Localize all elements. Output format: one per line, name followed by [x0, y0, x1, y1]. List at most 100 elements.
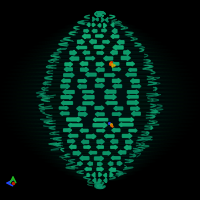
Polygon shape [84, 29, 89, 32]
Polygon shape [61, 101, 72, 105]
Polygon shape [83, 51, 90, 55]
Polygon shape [127, 95, 138, 99]
Polygon shape [119, 118, 134, 122]
Polygon shape [97, 167, 103, 171]
Polygon shape [112, 112, 121, 116]
Polygon shape [113, 78, 121, 83]
Polygon shape [105, 73, 115, 77]
Polygon shape [108, 162, 113, 166]
Polygon shape [100, 184, 103, 188]
Polygon shape [99, 184, 101, 188]
Polygon shape [105, 89, 116, 94]
Polygon shape [87, 173, 90, 177]
Polygon shape [82, 34, 90, 39]
Polygon shape [95, 112, 104, 116]
Polygon shape [61, 84, 70, 89]
Polygon shape [77, 84, 86, 89]
Polygon shape [98, 162, 102, 166]
Polygon shape [93, 178, 96, 183]
Polygon shape [81, 67, 89, 72]
Polygon shape [129, 129, 137, 132]
Point [107, 122, 110, 125]
Polygon shape [103, 40, 110, 44]
Polygon shape [86, 72, 96, 77]
Polygon shape [84, 145, 91, 149]
Polygon shape [129, 68, 136, 72]
Polygon shape [97, 184, 99, 188]
Polygon shape [104, 23, 107, 28]
Polygon shape [124, 145, 131, 150]
Polygon shape [97, 51, 104, 55]
Polygon shape [92, 173, 95, 177]
Polygon shape [127, 62, 134, 66]
Polygon shape [111, 145, 117, 149]
Polygon shape [97, 145, 103, 149]
Polygon shape [117, 40, 124, 44]
Polygon shape [95, 156, 104, 161]
Polygon shape [64, 73, 74, 77]
Polygon shape [111, 34, 119, 38]
Polygon shape [98, 12, 100, 16]
Polygon shape [95, 106, 104, 110]
Polygon shape [111, 50, 117, 55]
Polygon shape [121, 56, 130, 60]
Polygon shape [112, 128, 120, 132]
Polygon shape [132, 85, 141, 88]
Polygon shape [86, 134, 96, 139]
Polygon shape [104, 134, 114, 138]
Polygon shape [68, 134, 78, 138]
Point [112, 64, 115, 67]
Polygon shape [79, 112, 87, 116]
Polygon shape [106, 101, 117, 105]
Polygon shape [62, 79, 70, 83]
Polygon shape [131, 107, 140, 111]
Point [110, 62, 113, 65]
Polygon shape [113, 68, 121, 71]
Polygon shape [81, 140, 89, 144]
Polygon shape [131, 79, 139, 83]
Polygon shape [67, 117, 81, 122]
Polygon shape [104, 56, 113, 61]
Polygon shape [80, 61, 88, 66]
Polygon shape [80, 129, 88, 132]
Polygon shape [80, 156, 89, 160]
Polygon shape [87, 23, 90, 26]
Polygon shape [88, 162, 92, 166]
Polygon shape [83, 95, 94, 100]
Polygon shape [70, 56, 79, 61]
Polygon shape [111, 156, 120, 160]
Polygon shape [97, 139, 104, 144]
Point [109, 122, 113, 125]
Polygon shape [92, 23, 95, 27]
Polygon shape [117, 161, 122, 166]
Polygon shape [63, 90, 74, 94]
Polygon shape [83, 90, 94, 93]
Polygon shape [60, 112, 69, 115]
Polygon shape [73, 151, 81, 155]
Polygon shape [78, 39, 84, 44]
Polygon shape [127, 100, 139, 105]
Polygon shape [65, 62, 73, 66]
Polygon shape [96, 78, 104, 82]
Polygon shape [102, 29, 107, 32]
Point [109, 61, 112, 64]
Point [107, 121, 110, 125]
Polygon shape [93, 118, 108, 121]
Point [110, 123, 113, 127]
Polygon shape [64, 128, 72, 132]
Point [110, 123, 113, 126]
Polygon shape [98, 24, 101, 27]
Polygon shape [126, 140, 133, 144]
Polygon shape [78, 162, 82, 166]
Polygon shape [77, 106, 86, 111]
Polygon shape [122, 134, 132, 138]
Polygon shape [110, 139, 118, 144]
Polygon shape [96, 18, 98, 21]
Polygon shape [97, 13, 99, 16]
Polygon shape [103, 151, 111, 155]
Polygon shape [59, 106, 68, 110]
Polygon shape [89, 151, 97, 154]
Polygon shape [86, 56, 95, 60]
Polygon shape [101, 17, 104, 22]
Point [110, 63, 114, 66]
